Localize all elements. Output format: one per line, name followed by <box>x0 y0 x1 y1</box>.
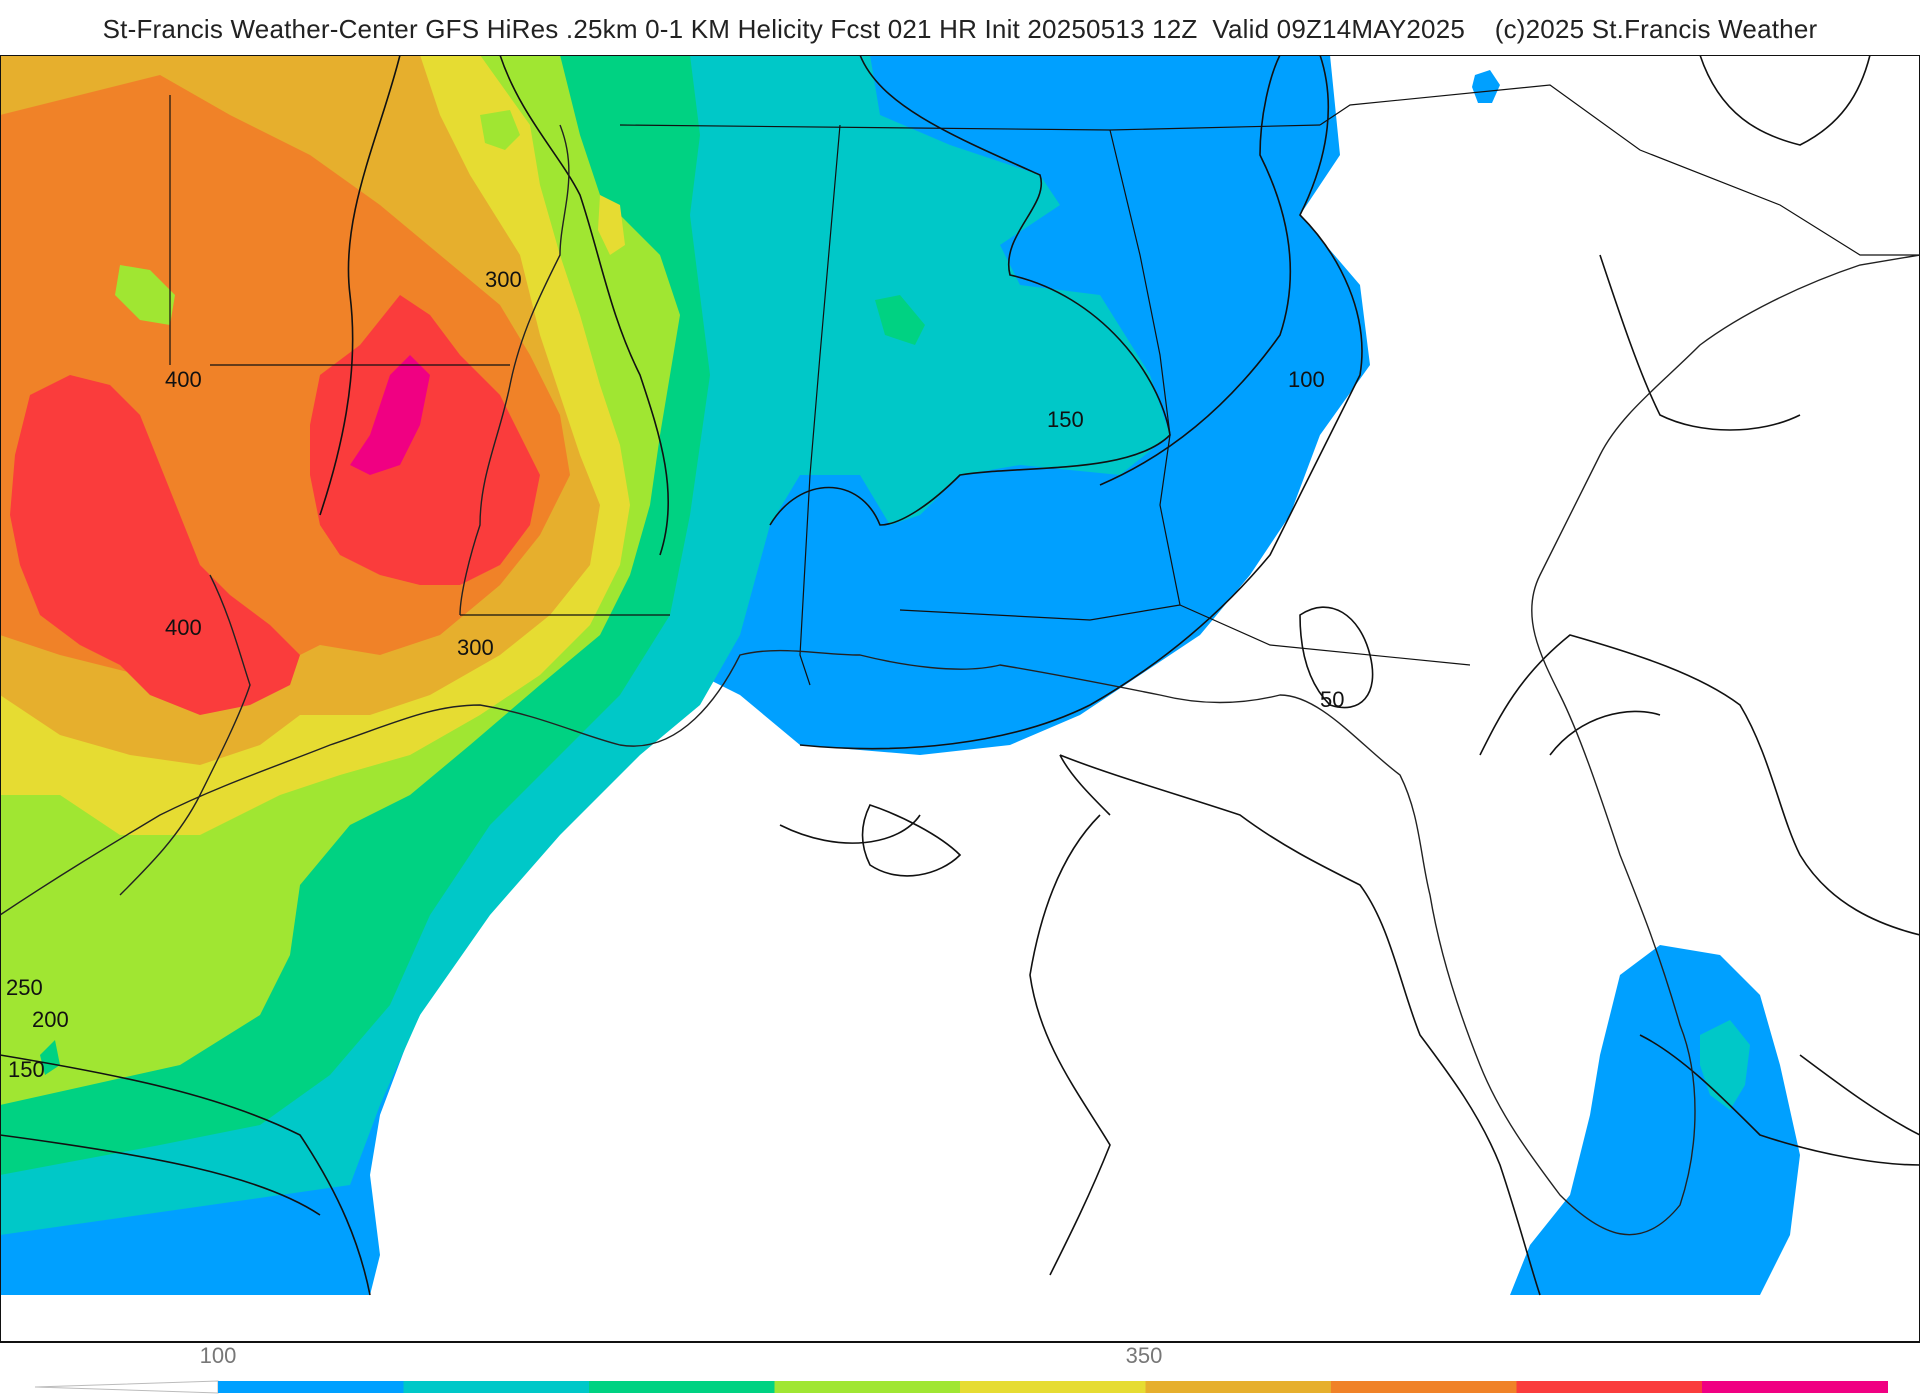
contour-label: 300 <box>485 267 522 292</box>
map-frame <box>0 55 1920 1343</box>
scale-tick-label: 350 <box>1126 1343 1163 1368</box>
fill-band-200-patch <box>875 295 925 345</box>
contour-label: 200 <box>32 1007 69 1032</box>
contour-label: 300 <box>457 635 494 660</box>
helicity-fill-layer <box>0 55 1800 1295</box>
scale-cells <box>218 1381 1888 1393</box>
scale-cell <box>1516 1381 1703 1393</box>
fill-band-250-patch2 <box>480 110 520 150</box>
scale-left-arrow <box>34 1380 219 1394</box>
map-title: St-Francis Weather-Center GFS HiRes .25k… <box>102 14 1818 44</box>
fill-band-450-west <box>10 375 300 715</box>
coastline <box>0 124 1920 1236</box>
contour-label: 400 <box>165 615 202 640</box>
scale-right-arrow <box>1702 1381 1885 1393</box>
fill-band-250-patch <box>115 265 175 325</box>
contour-label: 400 <box>165 367 202 392</box>
scale-cell <box>403 1381 590 1393</box>
fill-band-100-north <box>1472 70 1500 103</box>
contour-label: 100 <box>1288 367 1325 392</box>
scale-cell <box>589 1381 775 1393</box>
scale-tick-label: 100 <box>200 1343 237 1368</box>
fill-band-200-patch2 <box>40 1040 60 1075</box>
fill-band-500 <box>350 355 430 475</box>
scale-cell <box>774 1381 961 1393</box>
scale-cell <box>1331 1381 1517 1393</box>
scale-cell <box>1145 1381 1332 1393</box>
contour-label: 250 <box>6 975 43 1000</box>
fill-band-150-florida <box>1700 1020 1750 1110</box>
state-borders <box>169 84 1920 686</box>
fill-band-450-east <box>310 295 540 585</box>
contour-labels: 300 400 400 300 150 100 50 250 200 150 <box>6 267 1344 1082</box>
scale-cell <box>218 1381 404 1393</box>
contour-label: 150 <box>1047 407 1084 432</box>
color-scale-bar: 100 350 <box>34 1343 1888 1394</box>
fill-band-100-florida <box>1510 945 1800 1295</box>
contour-lines <box>0 55 1920 1296</box>
fill-band-300-patch <box>598 195 625 255</box>
scale-cell <box>960 1381 1146 1393</box>
helicity-map: 300 400 400 300 150 100 50 250 200 150 <box>0 55 1920 1343</box>
contour-label: 50 <box>1320 687 1344 712</box>
contour-label: 150 <box>8 1057 45 1082</box>
